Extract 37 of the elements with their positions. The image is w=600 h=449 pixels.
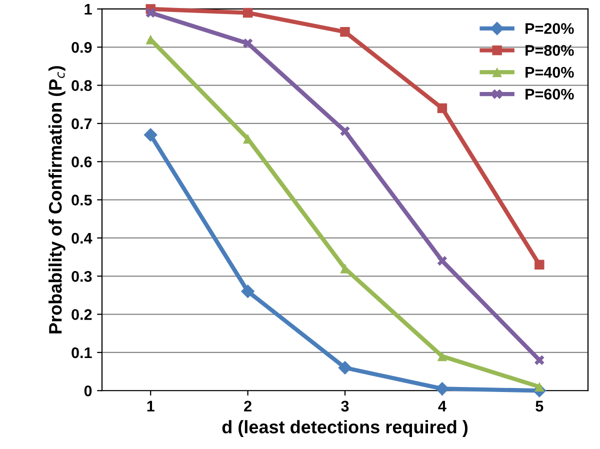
point: [340, 27, 350, 37]
y-tick-label: 0.9: [72, 42, 92, 53]
y-tick-label: 0.2: [72, 309, 92, 320]
point: [240, 284, 255, 298]
y-tick-label: 0.7: [72, 118, 92, 130]
y-tick-label: 1: [84, 4, 92, 15]
x-tick-label: 1: [147, 400, 154, 412]
x-tick-label: 4: [438, 400, 446, 412]
point: [338, 360, 352, 375]
point: [144, 128, 158, 142]
point: [435, 382, 450, 396]
legend-label: P=60%: [526, 88, 574, 100]
point: [534, 260, 544, 270]
legend-label: P=40%: [526, 66, 574, 78]
point: [340, 126, 350, 136]
y-tick-label: 0: [84, 386, 92, 396]
legend-label: P=20%: [526, 23, 574, 34]
point: [242, 8, 253, 18]
y-tick-label: 0.1: [72, 347, 92, 358]
x-axis-title: d (least detections required ): [222, 420, 468, 437]
point: [534, 355, 544, 365]
y-tick-label: 0.8: [72, 80, 92, 91]
legend-label: P=80%: [526, 45, 574, 56]
y-axis-title: Probability of Confirmation (P$_{c}$): [48, 66, 66, 334]
point: [437, 351, 448, 362]
x-tick-label: 3: [341, 400, 349, 412]
y-tick-label: 0.3: [72, 271, 92, 282]
y-tick-label: 0.4: [72, 232, 92, 244]
point: [437, 103, 448, 114]
x-tick-label: 2: [244, 400, 252, 412]
y-tick-label: 0.5: [72, 194, 92, 206]
point: [437, 256, 448, 266]
point: [146, 8, 156, 18]
point: [242, 38, 253, 48]
point: [534, 382, 544, 392]
x-tick-label: 5: [536, 400, 544, 412]
y-tick-label: 0.6: [72, 156, 92, 168]
